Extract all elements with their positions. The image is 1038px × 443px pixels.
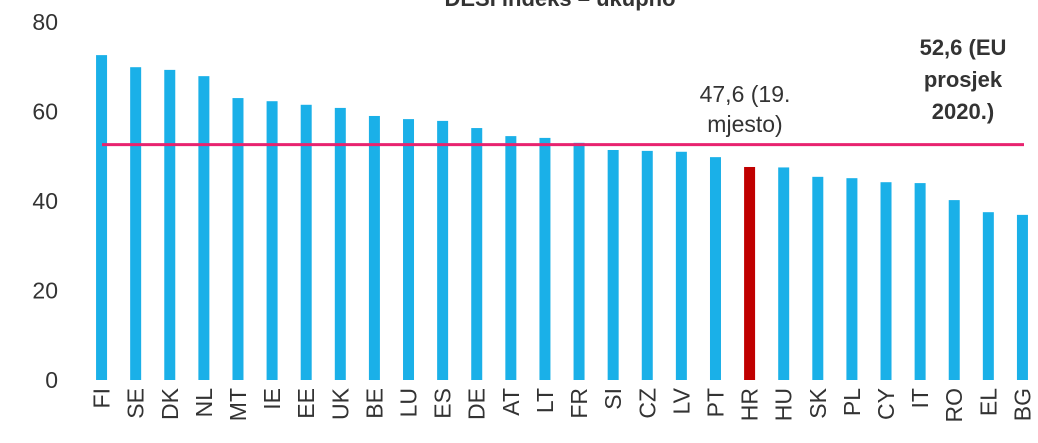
x-tick-label: UK — [327, 387, 353, 420]
x-tick-label: SI — [600, 388, 626, 410]
bar — [403, 119, 415, 381]
x-tick-label: MT — [225, 388, 251, 421]
annotation: 52,6 (EU — [920, 35, 1007, 60]
bar — [198, 76, 210, 381]
annotation: prosjek — [924, 67, 1003, 92]
bar — [505, 136, 517, 380]
x-tick-label: DK — [157, 387, 183, 420]
x-tick-label: FI — [89, 388, 115, 408]
bar — [368, 115, 380, 380]
x-tick-label: DE — [464, 388, 490, 420]
bar — [539, 137, 551, 380]
bar — [300, 104, 312, 380]
bar — [607, 149, 619, 380]
x-tick-label: HU — [771, 388, 797, 421]
bar — [130, 67, 142, 380]
bar — [471, 128, 483, 380]
x-tick-label: PT — [702, 388, 728, 417]
bar — [266, 101, 278, 381]
bar — [982, 212, 994, 380]
x-tick-label: PL — [839, 388, 865, 416]
y-tick-label: 80 — [32, 9, 58, 35]
bar — [573, 142, 585, 380]
y-tick-label: 40 — [32, 188, 58, 214]
annotation: mjesto) — [707, 111, 782, 137]
x-tick-label: LU — [396, 388, 422, 417]
x-tick-label: BE — [361, 388, 387, 419]
annotation: 2020.) — [932, 99, 994, 124]
bar — [96, 55, 108, 381]
x-tick-label: FR — [566, 388, 592, 419]
x-tick-label: CZ — [634, 388, 660, 419]
x-tick-label: IE — [259, 388, 285, 410]
x-tick-label: LV — [668, 387, 694, 414]
bar — [675, 151, 687, 380]
x-tick-label: LT — [532, 388, 558, 413]
bar — [334, 107, 346, 381]
x-tick-label: HR — [737, 388, 763, 421]
x-tick-label: AT — [498, 388, 524, 416]
x-tick-label: CY — [873, 388, 899, 420]
y-tick-label: 0 — [45, 367, 58, 393]
bar — [744, 166, 756, 380]
bar — [948, 200, 960, 380]
bar — [232, 98, 244, 380]
bar — [914, 183, 926, 380]
bar — [164, 69, 176, 380]
y-tick-label: 20 — [32, 278, 58, 304]
x-tick-label: NL — [191, 388, 217, 418]
bar — [641, 150, 653, 380]
chart-title: DESI indeks – ukupno — [444, 0, 675, 11]
bar — [709, 157, 721, 380]
bar — [1016, 214, 1028, 380]
x-tick-label: EL — [975, 388, 1001, 416]
bar — [880, 182, 892, 380]
bar — [437, 120, 449, 381]
bar — [846, 178, 858, 380]
x-tick-label: SK — [805, 387, 831, 418]
bar — [812, 176, 824, 380]
x-tick-label: ES — [430, 388, 456, 419]
x-tick-label: EE — [293, 388, 319, 419]
x-tick-label: RO — [941, 388, 967, 423]
bar — [778, 167, 790, 380]
x-tick-label: BG — [1009, 388, 1035, 421]
annotation: 47,6 (19. — [700, 81, 791, 107]
x-tick-label: IT — [907, 388, 933, 408]
x-tick-label: SE — [123, 388, 149, 419]
y-tick-label: 60 — [32, 99, 58, 125]
